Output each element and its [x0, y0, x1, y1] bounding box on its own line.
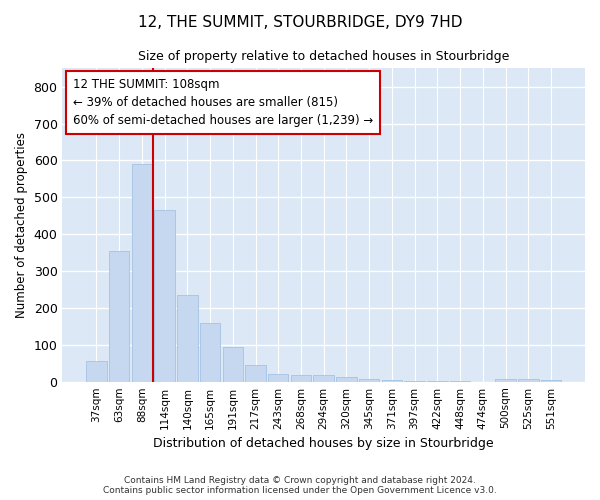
Bar [518, 378, 539, 382]
Bar [541, 380, 561, 382]
Bar [313, 375, 334, 382]
Bar [336, 377, 356, 382]
Bar [223, 346, 243, 382]
Bar [404, 380, 425, 382]
Bar [177, 295, 197, 382]
Bar [200, 322, 220, 382]
X-axis label: Distribution of detached houses by size in Stourbridge: Distribution of detached houses by size … [154, 437, 494, 450]
Bar [291, 375, 311, 382]
Y-axis label: Number of detached properties: Number of detached properties [15, 132, 28, 318]
Bar [268, 374, 289, 382]
Title: Size of property relative to detached houses in Stourbridge: Size of property relative to detached ho… [138, 50, 509, 63]
Bar [245, 365, 266, 382]
Bar [154, 210, 175, 382]
Text: 12, THE SUMMIT, STOURBRIDGE, DY9 7HD: 12, THE SUMMIT, STOURBRIDGE, DY9 7HD [138, 15, 462, 30]
Bar [359, 379, 379, 382]
Text: 12 THE SUMMIT: 108sqm
← 39% of detached houses are smaller (815)
60% of semi-det: 12 THE SUMMIT: 108sqm ← 39% of detached … [73, 78, 373, 126]
Bar [131, 164, 152, 382]
Bar [496, 378, 516, 382]
Bar [382, 380, 402, 382]
Bar [86, 362, 107, 382]
Text: Contains HM Land Registry data © Crown copyright and database right 2024.
Contai: Contains HM Land Registry data © Crown c… [103, 476, 497, 495]
Bar [109, 251, 130, 382]
Bar [427, 381, 448, 382]
